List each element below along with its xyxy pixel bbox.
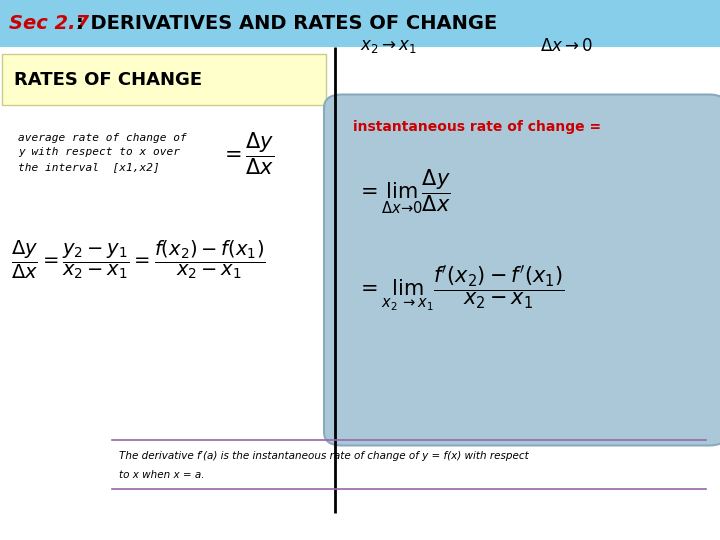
Text: $= \dfrac{\Delta y}{\Delta x}$: $= \dfrac{\Delta y}{\Delta x}$	[220, 131, 274, 177]
Text: : DERIVATIVES AND RATES OF CHANGE: : DERIVATIVES AND RATES OF CHANGE	[76, 14, 497, 33]
Text: $= \lim_{\Delta x \to 0} \dfrac{\Delta y}{\Delta x}$: $= \lim_{\Delta x \to 0} \dfrac{\Delta y…	[356, 167, 451, 216]
Text: average rate of change of: average rate of change of	[18, 133, 186, 143]
Text: y with respect to x over: y with respect to x over	[18, 147, 180, 157]
Text: $x_2 \rightarrow x_1$: $x_2 \rightarrow x_1$	[360, 37, 417, 55]
Text: $\Delta x \rightarrow 0$: $\Delta x \rightarrow 0$	[540, 37, 593, 55]
Text: $= \lim_{x_2 \to x_1} \dfrac{f'(x_2) - f'(x_1)}{x_2 - x_1}$: $= \lim_{x_2 \to x_1} \dfrac{f'(x_2) - f…	[356, 264, 565, 314]
FancyBboxPatch shape	[324, 94, 720, 445]
Text: RATES OF CHANGE: RATES OF CHANGE	[14, 71, 202, 89]
Text: The derivative f′(a) is the instantaneous rate of change of y = f(x) with respec: The derivative f′(a) is the instantaneou…	[119, 451, 528, 461]
Text: the interval  [x1,x2]: the interval [x1,x2]	[18, 162, 160, 172]
Text: instantaneous rate of change =: instantaneous rate of change =	[353, 120, 601, 134]
Text: $\dfrac{\Delta y}{\Delta x} = \dfrac{y_2 - y_1}{x_2 - x_1} = \dfrac{f(x_2) - f(x: $\dfrac{\Delta y}{\Delta x} = \dfrac{y_2…	[11, 238, 266, 281]
Text: Sec 2.7: Sec 2.7	[9, 14, 89, 33]
Text: to x when x = a.: to x when x = a.	[119, 470, 204, 480]
FancyBboxPatch shape	[2, 54, 326, 105]
Bar	[0, 0, 720, 47]
